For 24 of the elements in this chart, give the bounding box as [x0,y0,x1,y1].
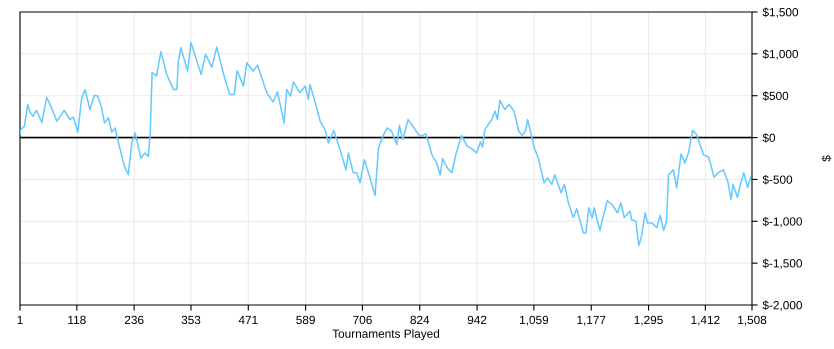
x-tick-label: 1,059 [520,316,548,326]
x-tick-label: 1,508 [738,316,766,326]
y-tick-label: $1,000 [762,49,798,60]
x-tick-label: 118 [68,316,86,324]
x-tick-label: 942 [468,316,486,324]
y-axis-title: $ [822,155,832,162]
x-tick-label: 1 [18,316,23,324]
x-axis-title: Tournaments Played [332,329,440,340]
x-tick-label: 471 [238,316,258,324]
y-tick-label: $-500 [762,174,792,185]
x-tick-label: 1,412 [692,316,720,326]
y-tick-label: $-1,000 [762,216,802,228]
x-tick-label: 353 [182,316,200,324]
x-tick-label: 236 [124,316,144,324]
x-tick-label: 824 [410,316,430,324]
x-tick-label: 1,295 [634,316,663,326]
y-tick-label: $1,500 [762,8,798,18]
x-tick-label: 589 [296,316,315,324]
y-tick-label: $-2,000 [762,300,802,311]
x-tick-label: 706 [353,316,372,324]
x-tick-label: 1,177 [577,316,606,326]
y-tick-label: $500 [762,91,788,101]
y-tick-label: $-1,500 [762,258,802,269]
y-tick-label: $0 [762,133,776,143]
